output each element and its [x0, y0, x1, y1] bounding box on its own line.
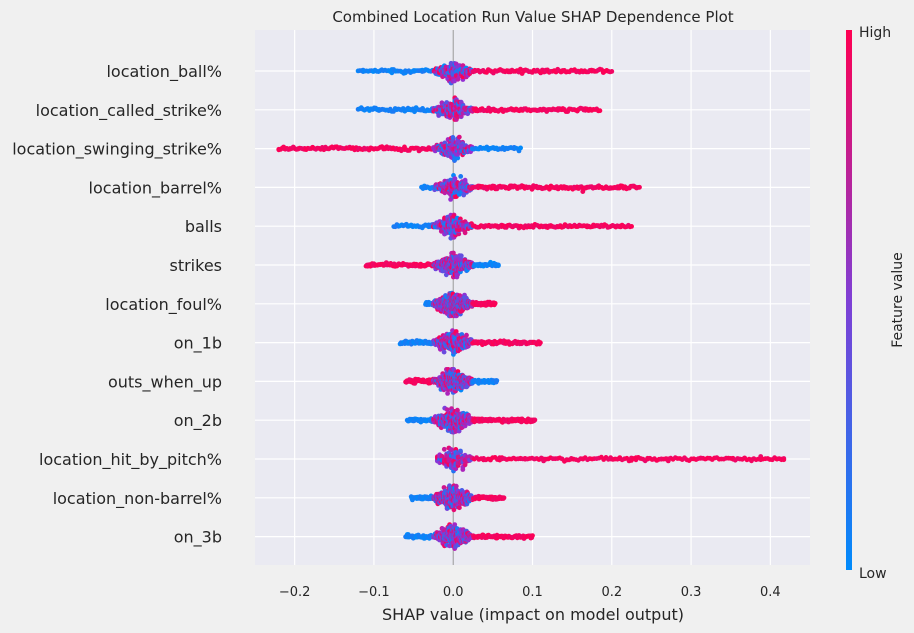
shap-point: [492, 300, 498, 306]
shap-point: [451, 250, 456, 256]
shap-point: [518, 145, 523, 151]
feature-points-row: [363, 250, 501, 280]
shap-point: [494, 378, 500, 383]
shap-point: [532, 417, 538, 423]
shap-point: [455, 407, 460, 413]
feature-points-row: [408, 483, 507, 513]
shap-point: [455, 155, 461, 161]
shap-point: [496, 262, 501, 268]
shap-point: [460, 467, 466, 472]
shap-point: [441, 349, 447, 355]
feature-points-row: [276, 134, 523, 164]
shap-point: [781, 457, 787, 463]
shap-point: [629, 224, 634, 229]
feature-points-row: [423, 290, 498, 319]
shap-point: [597, 108, 603, 114]
shap-point: [456, 134, 462, 140]
shap-point: [462, 177, 468, 183]
shap-point: [609, 69, 615, 74]
shap-point: [637, 184, 642, 190]
shap-point: [458, 253, 464, 259]
shap-point: [450, 135, 456, 140]
shap-point: [441, 446, 447, 452]
feature-points-row: [403, 367, 500, 396]
feature-points-row: [355, 60, 615, 86]
shap-point: [464, 332, 469, 338]
feature-points-row: [355, 95, 603, 122]
shap-point: [458, 174, 464, 179]
shap-point: [445, 391, 450, 396]
feature-points-row: [419, 173, 642, 202]
feature-points-row: [391, 212, 634, 241]
shap-point: [462, 462, 468, 468]
feature-points-row: [435, 445, 787, 474]
feature-points-row: [397, 328, 543, 357]
shap-point: [458, 448, 463, 454]
shap-point: [442, 140, 448, 146]
beeswarm-points: [276, 60, 787, 551]
feature-points-row: [404, 405, 538, 435]
shap-point: [538, 340, 543, 346]
shap-point: [439, 453, 445, 459]
shap-point: [448, 447, 454, 452]
